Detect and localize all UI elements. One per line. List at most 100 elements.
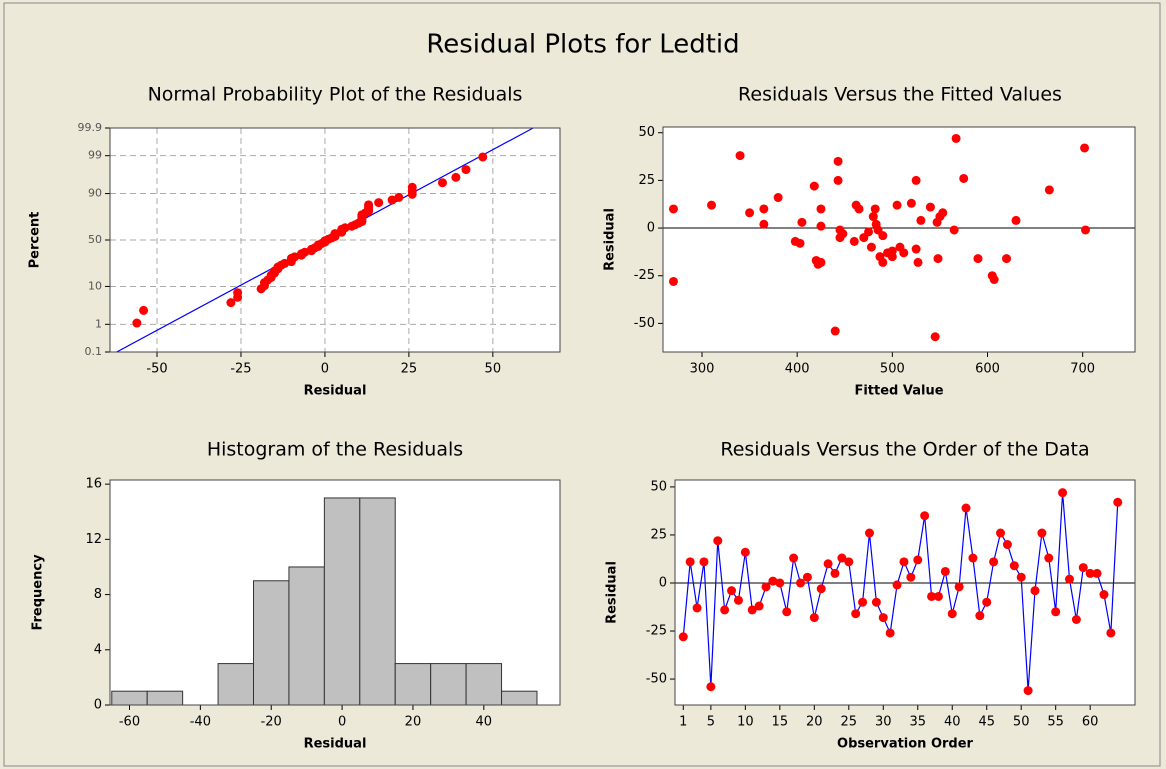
plot-area xyxy=(675,480,1135,705)
point xyxy=(871,597,881,607)
point xyxy=(920,511,930,521)
y-tick-label: 0 xyxy=(659,575,667,590)
point xyxy=(1030,586,1040,596)
point xyxy=(1081,225,1091,235)
point xyxy=(1044,185,1054,195)
y-tick-label: 99 xyxy=(88,149,102,162)
point xyxy=(747,605,757,615)
y-tick-label: 50 xyxy=(88,233,102,246)
point xyxy=(892,580,902,590)
point xyxy=(692,603,702,613)
page-title: Residual Plots for Ledtid xyxy=(426,30,739,60)
x-axis-label: Observation Order xyxy=(837,737,974,752)
point xyxy=(733,595,743,605)
x-tick-label: 20 xyxy=(806,715,823,730)
point xyxy=(996,528,1006,538)
point xyxy=(858,597,868,607)
point xyxy=(913,257,923,267)
x-tick-label: 700 xyxy=(1070,362,1095,377)
point xyxy=(374,198,384,208)
bar xyxy=(288,566,325,706)
x-tick-label: -20 xyxy=(261,715,282,730)
point xyxy=(768,576,778,586)
point xyxy=(816,257,826,267)
x-tick-label: 500 xyxy=(880,362,905,377)
bar xyxy=(465,663,503,706)
point xyxy=(1099,590,1109,600)
point xyxy=(959,173,969,183)
point xyxy=(685,557,695,567)
point xyxy=(407,182,417,192)
y-axis-label: Percent xyxy=(28,212,43,269)
point xyxy=(837,553,847,563)
point xyxy=(854,204,864,214)
plot-border xyxy=(109,127,561,353)
point xyxy=(949,225,959,235)
point xyxy=(899,557,909,567)
point xyxy=(139,305,149,315)
chart-title: Normal Probability Plot of the Residuals xyxy=(148,84,523,106)
point xyxy=(892,200,902,210)
point xyxy=(461,165,471,175)
point xyxy=(290,252,300,262)
x-tick-label: 600 xyxy=(975,362,1000,377)
point xyxy=(870,204,880,214)
point xyxy=(851,609,861,619)
point xyxy=(782,607,792,617)
point xyxy=(699,557,709,567)
point xyxy=(802,572,812,582)
point xyxy=(713,536,723,546)
point xyxy=(885,628,895,638)
y-tick-label: 50 xyxy=(650,479,667,494)
point xyxy=(809,613,819,623)
x-tick-label: 20 xyxy=(405,715,422,730)
y-tick-label: 0 xyxy=(94,698,102,713)
point xyxy=(775,578,785,588)
point xyxy=(668,276,678,286)
x-tick-label: 25 xyxy=(401,362,418,377)
point xyxy=(226,298,236,308)
point xyxy=(761,582,771,592)
point xyxy=(961,503,971,513)
point xyxy=(849,236,859,246)
x-tick-label: -50 xyxy=(146,362,167,377)
point xyxy=(982,597,992,607)
x-tick-label: 10 xyxy=(737,715,754,730)
point xyxy=(796,578,806,588)
point xyxy=(720,605,730,615)
y-tick-label: 25 xyxy=(650,527,667,542)
y-tick-label: 16 xyxy=(85,477,102,492)
point xyxy=(740,547,750,557)
point xyxy=(833,156,843,166)
point xyxy=(878,231,888,241)
y-tick-label: 1 xyxy=(95,317,102,330)
y-tick-label: 0 xyxy=(647,221,655,236)
point xyxy=(989,275,999,285)
point xyxy=(933,591,943,601)
point xyxy=(1002,254,1012,264)
chart-title: Histogram of the Residuals xyxy=(207,439,463,461)
point xyxy=(933,254,943,264)
x-tick-label: 5 xyxy=(707,715,715,730)
point xyxy=(830,568,840,578)
point xyxy=(968,553,978,563)
point xyxy=(1002,540,1012,550)
point xyxy=(975,611,985,621)
point xyxy=(1051,607,1061,617)
point xyxy=(906,572,916,582)
point xyxy=(951,133,961,143)
y-tick-label: 50 xyxy=(638,125,655,140)
point xyxy=(938,208,948,218)
point xyxy=(906,198,916,208)
y-tick-label: 8 xyxy=(94,587,102,602)
point xyxy=(478,152,488,162)
point xyxy=(797,217,807,227)
point xyxy=(707,200,717,210)
x-tick-label: -40 xyxy=(190,715,211,730)
point xyxy=(759,204,769,214)
x-tick-label: 50 xyxy=(1013,715,1030,730)
point xyxy=(927,591,937,601)
y-tick-label: 99.9 xyxy=(78,121,103,134)
bar xyxy=(359,497,396,706)
point xyxy=(364,200,374,210)
